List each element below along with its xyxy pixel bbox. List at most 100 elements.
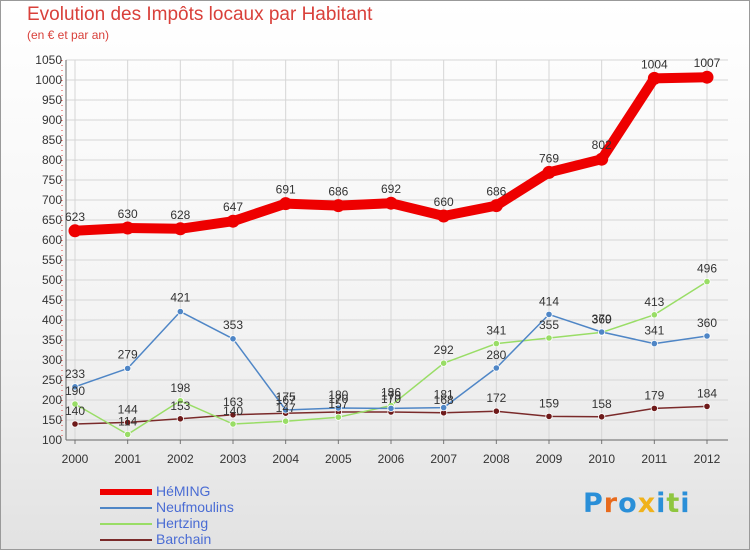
data-point [173, 222, 187, 236]
data-label: 190 [65, 384, 85, 398]
data-point [176, 415, 184, 423]
y-tick-label: 850 [42, 133, 62, 147]
data-label: 181 [434, 388, 454, 402]
logo-letter: t [666, 488, 681, 519]
data-point [437, 209, 451, 223]
data-point [542, 165, 556, 179]
proxiti-logo: Proxiti [583, 488, 691, 519]
data-point [545, 334, 553, 342]
data-label: 686 [486, 185, 506, 199]
data-point [331, 199, 345, 213]
legend-swatch [100, 489, 152, 495]
legend-label: HéMING [156, 483, 211, 499]
data-label: 369 [592, 312, 612, 326]
y-tick-label: 450 [42, 293, 62, 307]
data-label: 413 [644, 295, 664, 309]
x-tick-label: 2002 [167, 452, 194, 466]
data-label: 370 [592, 312, 612, 326]
data-label: 186 [381, 386, 401, 400]
legend-label: Hertzing [156, 515, 209, 531]
data-label: 360 [697, 316, 717, 330]
data-point [489, 199, 503, 213]
data-point [124, 418, 132, 426]
data-label: 175 [276, 390, 296, 404]
data-label: 691 [276, 183, 296, 197]
axes: 100 150 200 250 300 350 400 450 500 550 600 650 700 7… [35, 53, 728, 466]
y-tick-label: 800 [42, 153, 62, 167]
data-point [176, 397, 184, 405]
y-tick-label: 1000 [35, 73, 62, 87]
chart-title: Evolution des Impôts locaux par Habitant [27, 4, 373, 25]
logo-letter: x [637, 488, 657, 519]
x-tick-label: 2012 [694, 452, 721, 466]
data-label: 355 [539, 318, 559, 332]
data-point [440, 403, 448, 412]
data-point [703, 402, 711, 410]
logo-letter: r [603, 488, 619, 519]
data-point [229, 335, 237, 343]
data-point [387, 404, 395, 412]
x-tick-label: 2001 [114, 452, 141, 466]
data-point [71, 400, 79, 408]
data-label: 279 [118, 347, 138, 361]
data-label: 147 [276, 401, 296, 415]
data-label: 414 [539, 294, 559, 308]
grid-lines [66, 59, 728, 441]
data-point [282, 406, 290, 414]
data-label: 157 [328, 397, 348, 411]
x-tick-label: 2009 [536, 452, 563, 466]
data-point [492, 339, 500, 348]
data-point [595, 152, 609, 166]
data-label: 647 [223, 200, 243, 214]
data-label: 184 [697, 386, 717, 400]
x-tick-label: 2006 [378, 452, 405, 466]
x-tick-label: 2010 [588, 452, 615, 466]
data-point [121, 221, 135, 235]
data-point [334, 413, 342, 421]
data-point [229, 420, 237, 428]
data-point [598, 413, 606, 421]
data-point [650, 311, 658, 319]
data-label: 802 [592, 138, 612, 152]
data-label: 153 [170, 399, 190, 413]
data-label: 341 [644, 324, 664, 338]
legend-label: Barchain [156, 531, 212, 547]
data-point [68, 224, 82, 238]
data-point [384, 196, 398, 210]
data-point [440, 359, 448, 367]
data-point [703, 332, 711, 340]
data-label: 292 [434, 343, 454, 357]
data-point [282, 417, 290, 425]
x-tick-label: 2004 [272, 452, 299, 466]
x-tick-label: 2008 [483, 452, 510, 466]
data-label: 623 [65, 210, 85, 224]
data-label: 168 [434, 393, 454, 407]
data-label: 198 [170, 381, 190, 395]
data-label: 496 [697, 262, 717, 276]
data-point [124, 364, 132, 372]
data-label: 114 [118, 414, 137, 428]
data-point [650, 339, 658, 348]
data-label: 163 [223, 395, 243, 409]
data-label: 692 [381, 182, 401, 196]
y-tick-label: 900 [42, 113, 62, 127]
y-tick-label: 150 [42, 413, 62, 427]
y-tick-label: 950 [42, 93, 62, 107]
data-label: 167 [276, 393, 296, 407]
data-label: 353 [223, 318, 243, 332]
y-tick-label: 400 [42, 313, 62, 327]
data-label: 628 [170, 208, 190, 222]
data-point [124, 430, 132, 438]
series-lines [68, 70, 714, 438]
data-label: 159 [539, 396, 559, 410]
y-tick-label: 300 [42, 353, 62, 367]
data-point [545, 310, 553, 318]
data-label: 170 [381, 392, 401, 406]
x-tick-label: 2003 [220, 452, 247, 466]
data-label: 140 [223, 404, 243, 418]
data-label: 180 [328, 388, 348, 402]
data-label: 1007 [694, 56, 721, 70]
x-tick-label: 2011 [641, 452, 667, 466]
data-point [650, 404, 658, 412]
data-label: 144 [118, 402, 138, 416]
